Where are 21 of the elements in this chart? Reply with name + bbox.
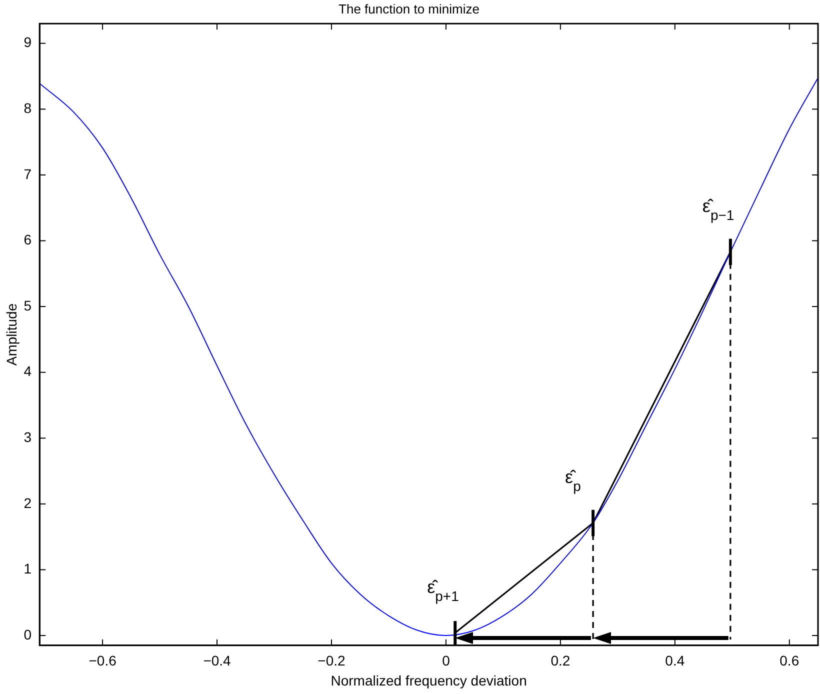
chart-title: The function to minimize — [338, 1, 480, 16]
x-tick-label: −0.4 — [203, 652, 232, 669]
y-tick-label: 2 — [24, 494, 32, 511]
x-tick-label: 0.2 — [550, 652, 570, 669]
y-tick-label: 8 — [24, 100, 32, 116]
line-series — [40, 78, 818, 636]
x-tick-label: 0.6 — [780, 652, 800, 669]
y-tick-label: 6 — [24, 232, 32, 248]
y-tick-label: 0 — [24, 626, 32, 642]
y-tick-label: 1 — [24, 560, 32, 577]
y-tick-label: 7 — [24, 166, 32, 182]
y-tick-label: 4 — [24, 363, 32, 380]
y-tick-label: 3 — [24, 428, 32, 445]
y-axis-title: Amplitude — [3, 303, 20, 366]
y-tick-label: 9 — [24, 34, 32, 50]
x-tick-label: 0.4 — [665, 652, 685, 669]
y-tick-label: 5 — [24, 297, 32, 314]
x-tick-label: −0.2 — [318, 652, 346, 669]
x-axis-title: Normalized frequency deviation — [330, 672, 527, 688]
x-tick-label: 0 — [442, 652, 450, 669]
x-tick-label: −0.6 — [88, 652, 117, 669]
